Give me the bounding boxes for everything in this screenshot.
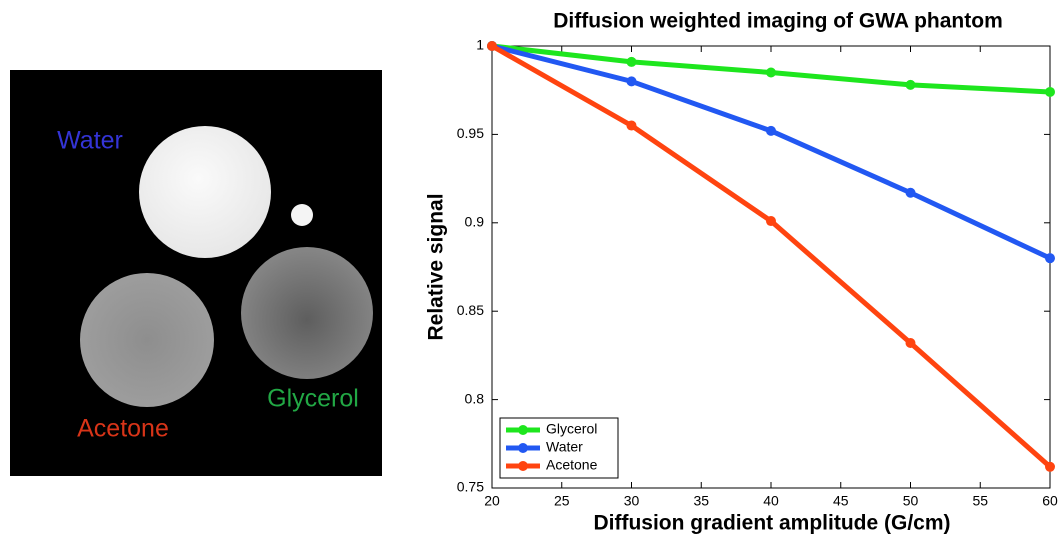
legend-label: Water <box>546 439 583 455</box>
legend-marker <box>518 443 528 453</box>
data-point <box>906 80 916 90</box>
data-point <box>627 76 637 86</box>
water-vial <box>139 126 271 258</box>
x-tick-label: 30 <box>624 493 640 509</box>
data-point <box>766 216 776 226</box>
legend-marker <box>518 425 528 435</box>
x-tick-label: 55 <box>972 493 988 509</box>
figure: Water Glycerol Acetone Diffusion weighte… <box>0 0 1062 540</box>
x-tick-label: 40 <box>763 493 779 509</box>
image-label: Acetone <box>77 415 169 443</box>
data-point <box>906 188 916 198</box>
data-point <box>766 126 776 136</box>
data-point <box>627 57 637 67</box>
data-point <box>487 41 497 51</box>
data-point <box>1045 462 1055 472</box>
x-tick-label: 20 <box>484 493 500 509</box>
image-label: Water <box>57 127 123 155</box>
mri-image: Water Glycerol Acetone <box>10 70 382 476</box>
y-tick-label: 0.85 <box>457 302 484 318</box>
chart-title: Diffusion weighted imaging of GWA phanto… <box>553 10 1003 33</box>
acetone-vial <box>80 273 214 407</box>
y-tick-label: 0.95 <box>457 125 484 141</box>
y-axis-label: Relative signal <box>425 193 448 340</box>
y-tick-label: 0.75 <box>457 479 484 495</box>
reference-vial <box>291 204 313 226</box>
data-point <box>1045 253 1055 263</box>
data-point <box>1045 87 1055 97</box>
y-tick-label: 0.9 <box>465 214 485 230</box>
data-point <box>627 121 637 131</box>
x-tick-label: 25 <box>554 493 570 509</box>
y-tick-label: 0.8 <box>465 390 485 406</box>
legend-marker <box>518 461 528 471</box>
x-axis-label: Diffusion gradient amplitude (G/cm) <box>593 512 950 535</box>
glycerol-vial <box>241 247 373 379</box>
data-point <box>766 68 776 78</box>
page: Water Glycerol Acetone Diffusion weighte… <box>0 0 1062 540</box>
data-point <box>906 338 916 348</box>
legend-label: Acetone <box>546 457 598 473</box>
x-tick-label: 35 <box>693 493 709 509</box>
x-tick-label: 60 <box>1042 493 1058 509</box>
y-tick-label: 1 <box>476 37 484 53</box>
legend-label: Glycerol <box>546 421 597 437</box>
x-tick-label: 45 <box>833 493 849 509</box>
x-tick-label: 50 <box>903 493 919 509</box>
image-label: Glycerol <box>267 385 359 413</box>
